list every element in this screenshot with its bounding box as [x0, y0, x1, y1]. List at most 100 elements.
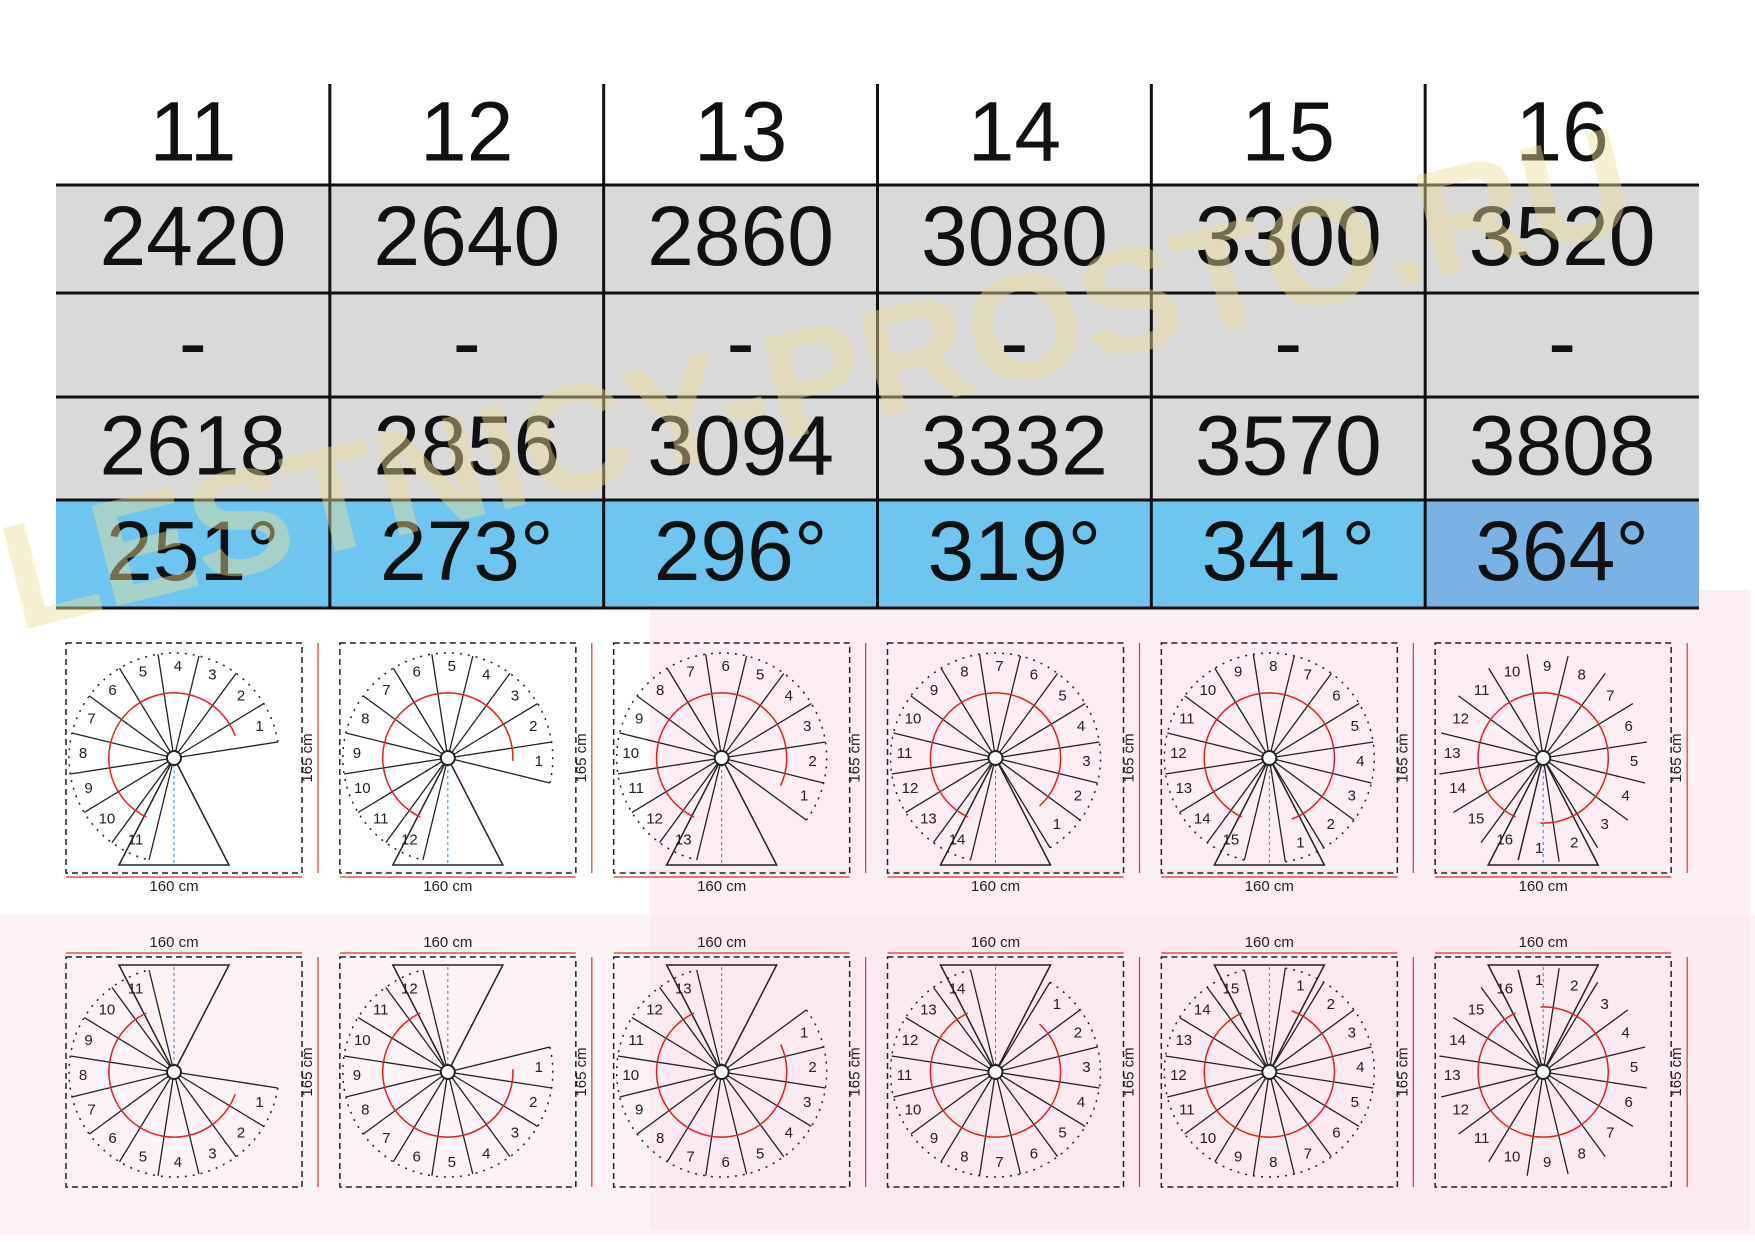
walk-line — [1203, 1010, 1336, 1138]
step-edge — [721, 702, 812, 759]
step-label: 13 — [920, 1001, 937, 1018]
step-edge — [1269, 1046, 1372, 1073]
height-label: 165 cm — [1668, 733, 1685, 782]
step-label: 7 — [1304, 1145, 1312, 1162]
step-edge — [148, 757, 175, 861]
height-label: 165 cm — [573, 733, 590, 782]
step-edge — [995, 1009, 1081, 1073]
step-edge — [447, 741, 552, 759]
step-label: 6 — [413, 663, 421, 680]
step-edge — [978, 1071, 997, 1176]
step-label: 10 — [905, 1101, 922, 1118]
step-edge — [995, 757, 1098, 784]
step-label: 9 — [84, 1032, 92, 1049]
height-label: 165 cm — [847, 1047, 864, 1096]
step-edge — [994, 672, 1059, 759]
landing — [391, 964, 505, 1073]
step-edge — [447, 1071, 511, 1158]
step-edge — [1165, 1055, 1270, 1073]
step-edge — [994, 757, 1051, 849]
step-edge — [1441, 1071, 1544, 1098]
column-post — [166, 750, 182, 766]
step-edge — [392, 667, 449, 759]
cell-angle: 319° — [928, 504, 1102, 598]
height-label: 165 cm — [1120, 733, 1137, 782]
step-edge — [721, 1071, 812, 1128]
height-label: 165 cm — [1120, 1047, 1137, 1096]
walk-line — [929, 1012, 1062, 1138]
step-edge — [447, 1071, 538, 1128]
step-edge — [721, 1071, 826, 1089]
step-edge — [447, 672, 511, 759]
step-edge — [385, 986, 449, 1073]
step-label: 6 — [721, 1154, 729, 1171]
cell-angle: 364° — [1475, 504, 1649, 598]
step-edge — [385, 757, 449, 844]
stair-outline — [889, 652, 1102, 861]
step-label: 16 — [1496, 831, 1513, 848]
step-edge — [994, 981, 1051, 1073]
height-label: 165 cm — [1668, 1047, 1685, 1096]
landing — [939, 964, 1052, 1073]
step-edge — [1206, 757, 1270, 844]
landing — [391, 757, 505, 866]
step-label: 1 — [1535, 840, 1543, 857]
step-label: 6 — [413, 1148, 421, 1165]
step-label: 2 — [237, 1124, 245, 1141]
step-label: 9 — [1234, 663, 1242, 680]
step-edge — [1526, 1071, 1544, 1176]
step-label: 11 — [897, 1067, 913, 1084]
width-label: 160 cm — [971, 934, 1020, 951]
step-label: 3 — [511, 1124, 519, 1141]
step-label: 3 — [1082, 753, 1090, 770]
column-post — [713, 1064, 730, 1080]
step-label: 7 — [686, 1148, 694, 1165]
step-edge — [721, 1071, 748, 1175]
step-edge — [696, 969, 723, 1073]
step-label: 2 — [1074, 787, 1082, 804]
step-edge — [1268, 981, 1325, 1073]
step-edge — [1268, 672, 1332, 759]
step-edge — [910, 1071, 996, 1135]
step-label: 8 — [79, 745, 87, 762]
step-edge — [1488, 1071, 1544, 1163]
step-edge — [721, 1071, 785, 1158]
step-edge — [70, 1055, 175, 1073]
step-edge — [619, 732, 722, 759]
column-post — [439, 1064, 456, 1080]
step-edge — [362, 695, 449, 759]
step-label: 14 — [1449, 780, 1466, 797]
step-label: 9 — [635, 1101, 643, 1118]
diagram-frame — [339, 956, 577, 1188]
step-edge — [617, 1055, 722, 1073]
step-label: 11 — [628, 1032, 644, 1049]
step-label: 11 — [1179, 1101, 1195, 1118]
cell-steps: 12 — [420, 85, 513, 179]
row-bg — [1425, 500, 1699, 608]
step-label: 5 — [1630, 753, 1638, 770]
cell-steps: 13 — [694, 85, 787, 179]
cell-angle: 341° — [1201, 504, 1375, 598]
step-label: 10 — [905, 711, 922, 728]
step-edge — [1268, 1071, 1332, 1158]
diagram-frame — [65, 956, 303, 1188]
step-edge — [111, 986, 175, 1073]
step-label: 8 — [79, 1067, 87, 1084]
step-label: 4 — [174, 1154, 182, 1171]
step-label: 8 — [361, 711, 369, 728]
walk-line — [655, 692, 788, 818]
step-label: 4 — [1077, 718, 1085, 735]
step-label: 11 — [373, 810, 389, 827]
cell-height-max: 3332 — [921, 399, 1108, 493]
step-label: 15 — [1223, 980, 1240, 997]
step-edge — [1268, 968, 1286, 1073]
step-label: 9 — [930, 1130, 938, 1147]
step-label: 7 — [995, 1154, 1003, 1171]
step-label: 3 — [803, 1094, 811, 1111]
height-label: 165 cm — [299, 733, 316, 782]
width-label: 160 cm — [971, 878, 1020, 895]
step-label: 12 — [902, 780, 919, 797]
diagram-frame — [1160, 956, 1399, 1188]
step-label: 1 — [535, 1059, 543, 1076]
step-label: 1 — [1296, 834, 1304, 851]
